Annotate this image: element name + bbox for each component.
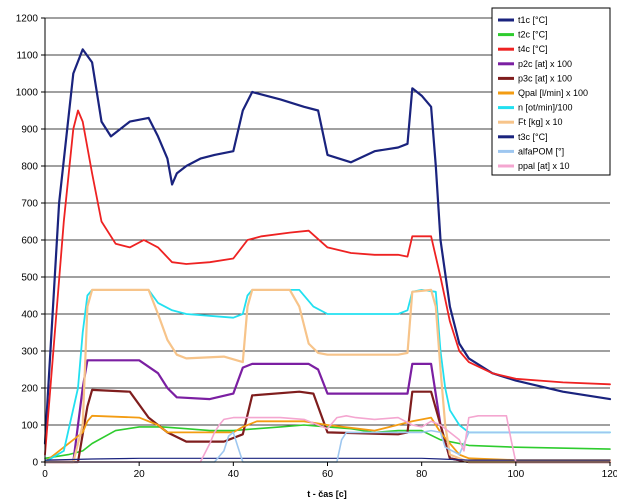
legend-label-7: Ft [kg] x 10 bbox=[518, 117, 563, 127]
x-tick-label-0: 0 bbox=[42, 469, 48, 480]
legend-label-9: alfaPOM [°] bbox=[518, 146, 564, 156]
y-tick-label-11: 1100 bbox=[16, 51, 38, 62]
y-tick-label-8: 800 bbox=[21, 162, 38, 173]
y-tick-label-6: 600 bbox=[21, 236, 38, 247]
x-tick-label-2: 40 bbox=[228, 469, 240, 480]
legend: t1c [°C] t2c [°C] t4c [°C] p2c [at] x 100 p3… bbox=[491, 7, 611, 176]
series-line-0 bbox=[43, 48, 612, 445]
x-tick-label-1: 20 bbox=[134, 469, 146, 480]
legend-label-0: t1c [°C] bbox=[518, 15, 548, 25]
y-tick-label-4: 400 bbox=[21, 310, 38, 321]
series-line-9 bbox=[44, 429, 611, 463]
y-tick-label-7: 700 bbox=[21, 199, 38, 210]
y-tick-label-10: 1000 bbox=[16, 88, 39, 99]
series-line-7 bbox=[43, 288, 612, 464]
legend-label-1: t2c [°C] bbox=[518, 30, 548, 40]
x-tick-label-4: 80 bbox=[416, 469, 428, 480]
series-line-5 bbox=[44, 414, 611, 463]
y-tick-label-1: 100 bbox=[21, 421, 38, 432]
x-axis-title: t - čas [c] bbox=[307, 489, 347, 499]
series-line-1 bbox=[44, 424, 611, 460]
legend-label-8: t3c [°C] bbox=[518, 132, 548, 142]
legend-label-3: p2c [at] x 100 bbox=[518, 59, 572, 69]
legend-label-10: ppal [at] x 10 bbox=[518, 161, 570, 171]
tick-labels: 0100200300400500600700800900100011001200… bbox=[16, 14, 617, 481]
series-line-10 bbox=[44, 414, 611, 463]
legend-label-2: t4c [°C] bbox=[518, 44, 548, 54]
x-tick-label-6: 120 bbox=[602, 469, 617, 480]
legend-label-5: Qpal [l/min] x 100 bbox=[518, 88, 588, 98]
legend-items: t1c [°C] t2c [°C] t4c [°C] p2c [at] x 100 p3… bbox=[498, 15, 588, 171]
series-lines bbox=[43, 48, 612, 464]
y-tick-label-0: 0 bbox=[32, 458, 38, 469]
legend-label-6: n [ot/min]/100 bbox=[518, 103, 573, 113]
legend-label-4: p3c [at] x 100 bbox=[518, 73, 572, 83]
x-tick-label-5: 100 bbox=[507, 469, 524, 480]
y-tick-label-9: 900 bbox=[21, 125, 38, 136]
y-tick-label-3: 300 bbox=[21, 347, 38, 358]
y-tick-label-5: 500 bbox=[21, 273, 38, 284]
y-tick-label-12: 1200 bbox=[16, 14, 39, 25]
y-tick-label-2: 200 bbox=[21, 384, 38, 395]
series-line-8 bbox=[44, 457, 611, 461]
series-line-2 bbox=[44, 109, 611, 456]
x-tick-label-3: 60 bbox=[322, 469, 334, 480]
